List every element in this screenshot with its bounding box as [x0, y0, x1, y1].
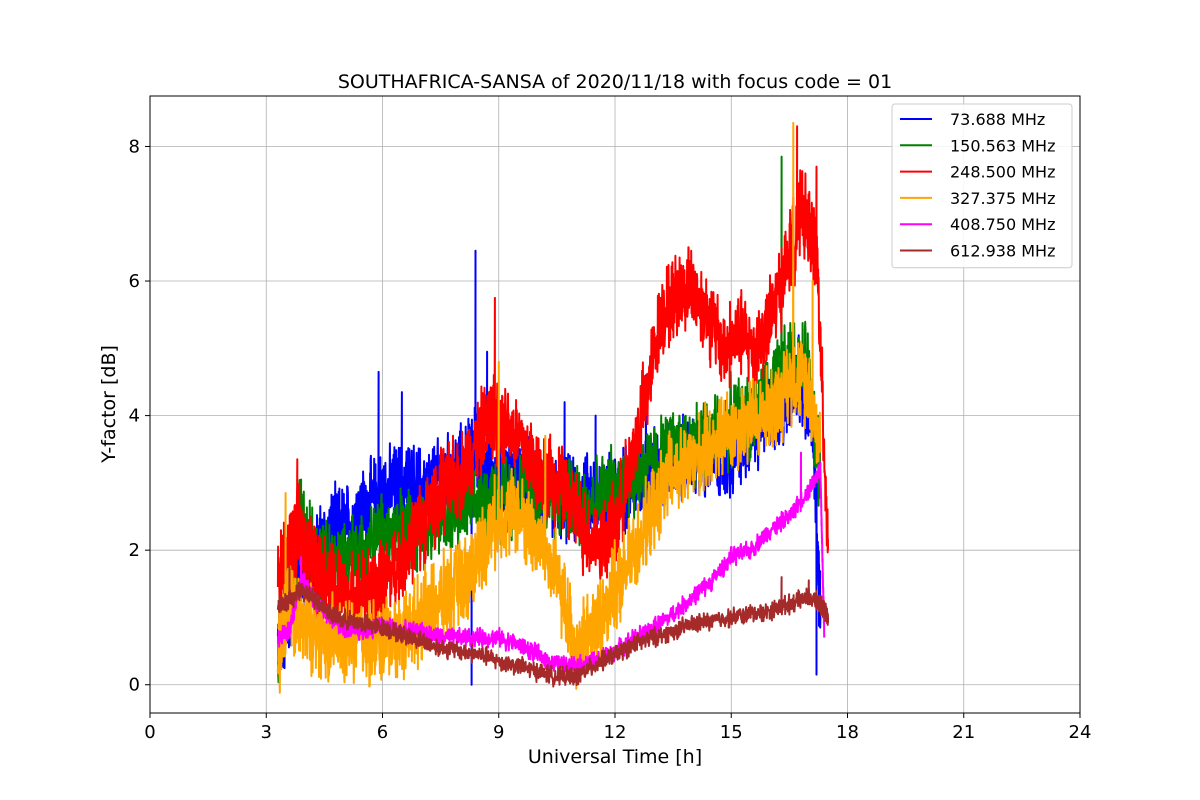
x-tick-label: 21	[952, 722, 975, 743]
y-tick-label: 6	[129, 271, 140, 292]
legend-label: 408.750 MHz	[950, 215, 1055, 234]
series-line-5	[276, 566, 830, 688]
x-tick-label: 24	[1069, 722, 1092, 743]
legend-item: 150.563 MHz	[900, 136, 1055, 155]
legend-label: 73.688 MHz	[950, 110, 1045, 129]
series-group	[276, 121, 830, 694]
x-tick-label: 3	[261, 722, 272, 743]
legend-label: 248.500 MHz	[950, 163, 1055, 182]
y-tick-label: 4	[129, 406, 140, 427]
legend-label: 612.938 MHz	[950, 242, 1055, 261]
legend: 73.688 MHz 150.563 MHz 248.500 MHz 327.375 …	[891, 103, 1073, 269]
x-tick-label: 12	[604, 722, 627, 743]
x-axis-label: Universal Time [h]	[528, 746, 702, 768]
y-tick-label: 8	[129, 136, 140, 157]
x-tick-label: 0	[144, 722, 155, 743]
legend-item: 248.500 MHz	[900, 163, 1055, 182]
y-axis-label: Y-factor [dB]	[98, 345, 120, 464]
x-tick-label: 6	[377, 722, 388, 743]
legend-item: 408.750 MHz	[900, 215, 1055, 234]
x-tick-label: 15	[720, 722, 743, 743]
legend-box	[891, 103, 1073, 269]
series-5	[276, 566, 830, 688]
y-tick-label: 2	[129, 540, 140, 561]
x-tick-label: 18	[836, 722, 859, 743]
legend-item: 327.375 MHz	[900, 189, 1055, 208]
legend-item: 612.938 MHz	[900, 242, 1055, 261]
legend-label: 150.563 MHz	[950, 136, 1055, 155]
legend-item: 73.688 MHz	[900, 110, 1045, 129]
chart-title: SOUTHAFRICA-SANSA of 2020/11/18 with foc…	[338, 71, 892, 93]
y-tick-label: 0	[129, 675, 140, 696]
x-tick-label: 9	[493, 722, 504, 743]
legend-label: 327.375 MHz	[950, 189, 1055, 208]
